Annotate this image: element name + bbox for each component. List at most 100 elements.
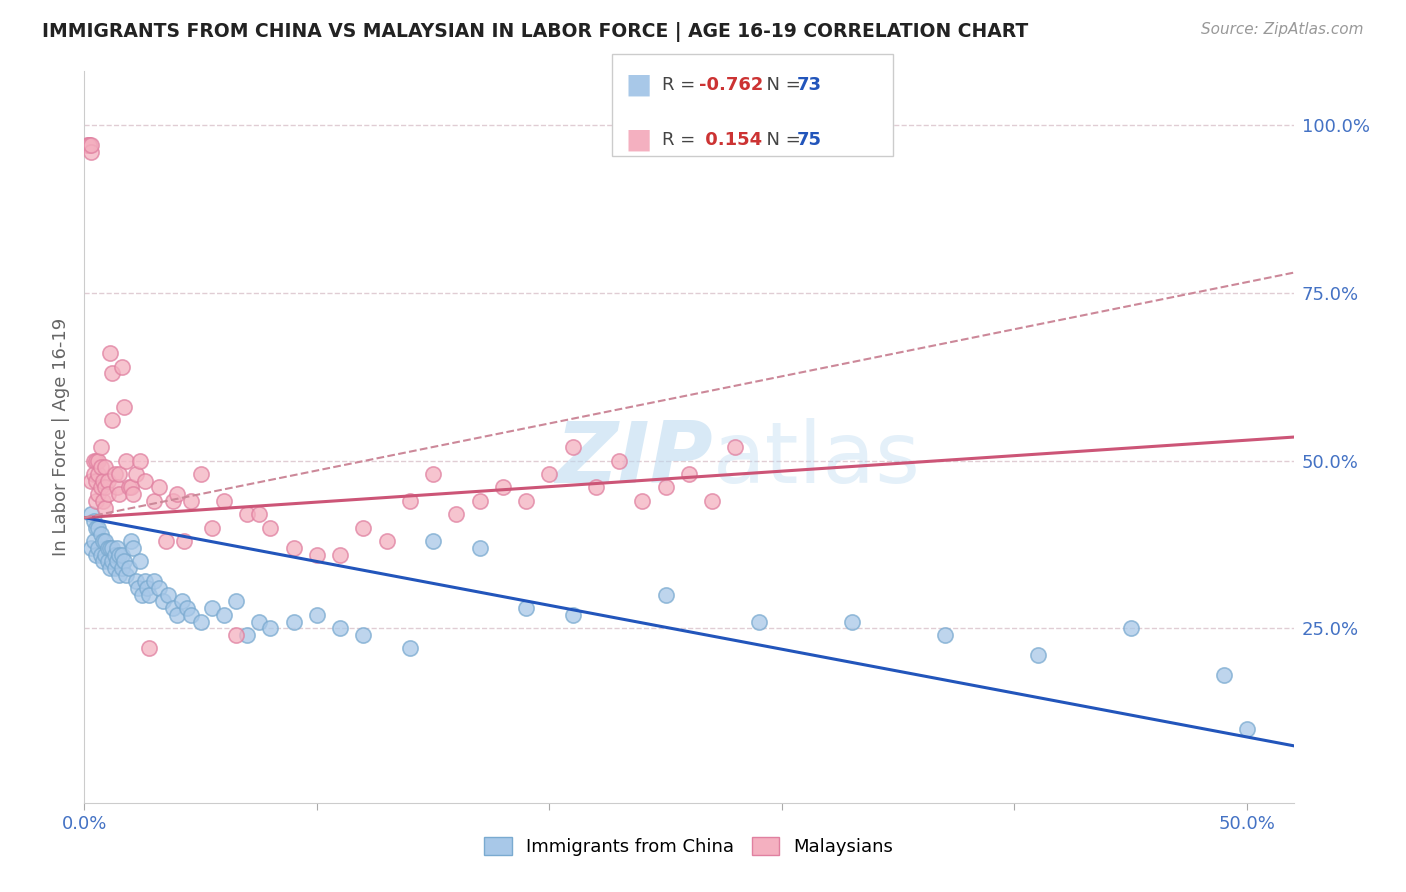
Point	[94, 500, 117, 515]
Point	[94, 480, 117, 494]
Point	[120, 534, 142, 549]
Text: R =: R =	[662, 76, 702, 94]
Point	[134, 574, 156, 589]
Point	[212, 493, 235, 508]
Text: ZIP: ZIP	[555, 417, 713, 500]
Point	[654, 588, 676, 602]
Point	[124, 574, 146, 589]
Point	[329, 621, 352, 635]
Point	[148, 480, 170, 494]
Point	[117, 480, 139, 494]
Point	[117, 561, 139, 575]
Point	[84, 548, 107, 562]
Point	[515, 601, 537, 615]
Point	[190, 615, 212, 629]
Point	[259, 621, 281, 635]
Point	[305, 607, 328, 622]
Point	[112, 400, 135, 414]
Point	[236, 628, 259, 642]
Point	[934, 628, 956, 642]
Point	[91, 474, 114, 488]
Point	[492, 480, 515, 494]
Point	[283, 615, 305, 629]
Point	[170, 594, 193, 608]
Point	[87, 541, 110, 555]
Point	[84, 453, 107, 467]
Point	[162, 601, 184, 615]
Point	[87, 467, 110, 481]
Text: 0.154: 0.154	[699, 131, 762, 149]
Point	[91, 534, 114, 549]
Point	[101, 367, 124, 381]
Point	[94, 460, 117, 475]
Point	[247, 615, 270, 629]
Point	[225, 594, 247, 608]
Point	[97, 541, 120, 555]
Point	[80, 541, 103, 555]
Point	[120, 480, 142, 494]
Point	[162, 493, 184, 508]
Point	[1119, 621, 1142, 635]
Point	[236, 508, 259, 522]
Point	[173, 534, 195, 549]
Point	[468, 493, 491, 508]
Point	[1026, 648, 1049, 662]
Point	[329, 548, 352, 562]
Point	[422, 467, 444, 481]
Point	[108, 467, 131, 481]
Point	[134, 474, 156, 488]
Point	[104, 548, 127, 562]
Point	[112, 554, 135, 568]
Point	[104, 561, 127, 575]
Point	[585, 480, 607, 494]
Point	[702, 493, 724, 508]
Point	[87, 453, 110, 467]
Point	[841, 615, 863, 629]
Text: Source: ZipAtlas.com: Source: ZipAtlas.com	[1201, 22, 1364, 37]
Point	[122, 487, 145, 501]
Point	[101, 541, 124, 555]
Point	[110, 548, 132, 562]
Text: -0.762: -0.762	[699, 76, 763, 94]
Point	[131, 588, 153, 602]
Point	[84, 493, 107, 508]
Point	[77, 138, 100, 153]
Point	[190, 467, 212, 481]
Point	[259, 521, 281, 535]
Point	[166, 487, 188, 501]
Point	[129, 453, 152, 467]
Point	[83, 453, 105, 467]
Text: ■: ■	[626, 126, 652, 154]
Point	[176, 601, 198, 615]
Point	[152, 594, 174, 608]
Text: 75: 75	[797, 131, 823, 149]
Point	[129, 554, 152, 568]
Point	[538, 467, 561, 481]
Point	[77, 138, 100, 153]
Point	[108, 548, 131, 562]
Point	[654, 480, 676, 494]
Point	[105, 554, 128, 568]
Point	[148, 581, 170, 595]
Point	[305, 548, 328, 562]
Legend: Immigrants from China, Malaysians: Immigrants from China, Malaysians	[477, 830, 901, 863]
Point	[225, 628, 247, 642]
Text: N =: N =	[755, 131, 807, 149]
Point	[138, 641, 160, 656]
Point	[180, 493, 202, 508]
Point	[90, 480, 112, 494]
Point	[155, 534, 177, 549]
Point	[110, 561, 132, 575]
Point	[607, 453, 630, 467]
Point	[180, 607, 202, 622]
Point	[127, 581, 149, 595]
Point	[166, 607, 188, 622]
Point	[399, 641, 422, 656]
Point	[97, 554, 120, 568]
Point	[80, 508, 103, 522]
Point	[83, 534, 105, 549]
Point	[94, 534, 117, 549]
Point	[98, 346, 121, 360]
Point	[247, 508, 270, 522]
Point	[90, 460, 112, 475]
